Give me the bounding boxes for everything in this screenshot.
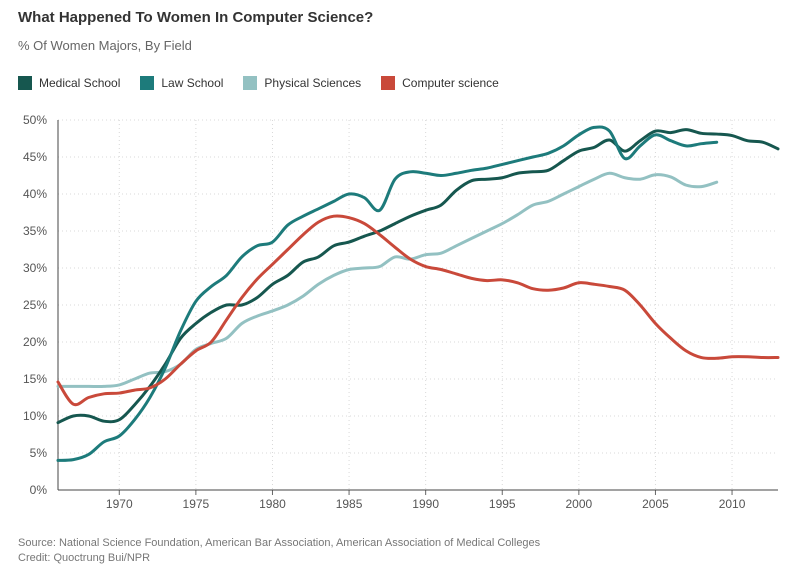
x-tick-label: 1985 bbox=[336, 497, 363, 511]
x-tick-label: 1990 bbox=[412, 497, 439, 511]
legend-item-computer-science: Computer science bbox=[381, 76, 499, 90]
legend-swatch-law-school bbox=[140, 76, 155, 90]
y-tick-label: 45% bbox=[23, 150, 47, 164]
y-tick-label: 40% bbox=[23, 187, 47, 201]
x-tick-label: 1980 bbox=[259, 497, 286, 511]
legend-item-law-school: Law School bbox=[140, 76, 223, 90]
chart-subtitle: % Of Women Majors, By Field bbox=[18, 38, 192, 53]
chart-title: What Happened To Women In Computer Scien… bbox=[18, 9, 374, 26]
x-tick-label: 1975 bbox=[183, 497, 210, 511]
x-tick-label: 2010 bbox=[719, 497, 746, 511]
x-tick-label: 1970 bbox=[106, 497, 133, 511]
x-tick-label: 2000 bbox=[565, 497, 592, 511]
y-tick-label: 20% bbox=[23, 335, 47, 349]
source-note: Source: National Science Foundation, Ame… bbox=[18, 537, 541, 549]
legend-label-physical-sciences: Physical Sciences bbox=[264, 76, 362, 90]
legend-label-medical-school: Medical School bbox=[39, 76, 121, 90]
y-tick-label: 5% bbox=[30, 446, 48, 460]
legend-item-medical-school: Medical School bbox=[18, 76, 120, 90]
x-tick-label: 2005 bbox=[642, 497, 669, 511]
grid-lines bbox=[58, 119, 778, 490]
legend-swatch-medical-school bbox=[18, 76, 32, 90]
legend-label-law-school: Law School bbox=[161, 76, 224, 90]
legend-swatch-physical-sciences bbox=[243, 76, 258, 90]
y-tick-label: 35% bbox=[23, 224, 47, 238]
chart-legend: Medical School Law School Physical Scien… bbox=[18, 76, 519, 90]
credit-note: Credit: Quoctrung Bui/NPR bbox=[18, 552, 151, 564]
series-line-medical-school bbox=[56, 128, 780, 425]
y-tick-label: 0% bbox=[30, 483, 48, 497]
y-tick-label: 25% bbox=[23, 298, 47, 312]
series-line-law-school bbox=[56, 125, 719, 462]
y-tick-label: 30% bbox=[23, 261, 47, 275]
series-line-physical-sciences bbox=[56, 171, 719, 389]
y-tick-label: 10% bbox=[23, 409, 47, 423]
legend-item-physical-sciences: Physical Sciences bbox=[243, 76, 361, 90]
y-tick-label: 15% bbox=[23, 372, 47, 386]
legend-swatch-computer-science bbox=[381, 76, 396, 90]
series-line-computer-science bbox=[56, 214, 780, 407]
y-tick-label: 50% bbox=[23, 113, 47, 127]
legend-label-computer-science: Computer science bbox=[402, 76, 499, 90]
x-tick-label: 1995 bbox=[489, 497, 516, 511]
